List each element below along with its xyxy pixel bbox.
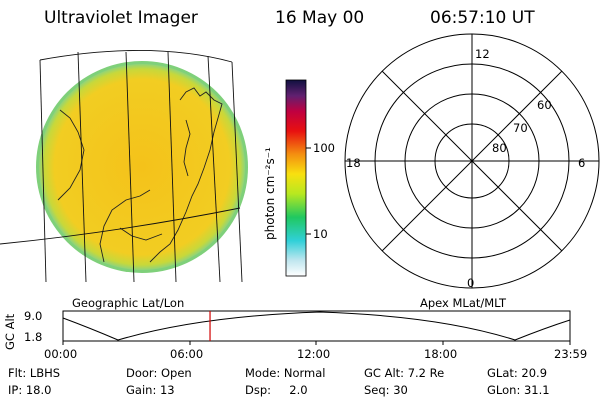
- date-label: 16 May 00: [275, 8, 365, 28]
- colorbar-unit-label: photon cm⁻²s⁻¹: [263, 147, 277, 240]
- x-label-0600: 06:00: [170, 347, 204, 361]
- lat-label-70: 70: [513, 121, 528, 135]
- dsp-info: Dsp: 2.0: [245, 383, 308, 397]
- door-info: Door: Open: [126, 366, 192, 380]
- lat-label-80: 80: [492, 141, 507, 155]
- polar-diagonal-2: [381, 70, 563, 252]
- filter-info: Flt: LBHS: [8, 366, 61, 380]
- timeline-frame: [62, 310, 571, 342]
- geo-grid: [0, 50, 243, 283]
- polar-plot: [344, 33, 600, 289]
- colorbar-label-10: 10: [313, 227, 328, 241]
- mode-info: Mode: Normal: [245, 366, 326, 380]
- glon-info: GLon: 31.1: [487, 383, 550, 397]
- mlt-label-18: 18: [346, 156, 361, 170]
- gc-alt-axis-title: GC Alt: [3, 313, 17, 350]
- uv-image-panel: [0, 50, 248, 283]
- altitude-curve: [62, 311, 571, 341]
- mlt-label-0: 0: [467, 276, 475, 290]
- glat-info: GLat: 20.9: [487, 366, 548, 380]
- colorbar-label-100: 100: [313, 141, 335, 155]
- x-label-2359: 23:59: [554, 347, 588, 361]
- gc-alt-info: GC Alt: 7.2 Re: [364, 366, 445, 380]
- colorbar-gradient: [285, 79, 307, 277]
- x-label-0000: 00:00: [44, 347, 78, 361]
- earth-disk: [39, 64, 245, 270]
- mlt-label-12: 12: [475, 47, 490, 61]
- x-label-1200: 12:00: [297, 347, 331, 361]
- ip-info: IP: 18.0: [8, 383, 52, 397]
- y-label-low: 1.8: [24, 330, 43, 344]
- altitude-timeline: [62, 310, 571, 345]
- y-label-high: 9.0: [24, 309, 43, 323]
- x-label-1800: 18:00: [424, 347, 458, 361]
- colorbar: [285, 79, 311, 277]
- coastline-overlay: [57, 87, 223, 263]
- geographic-caption: Geographic Lat/Lon: [72, 296, 185, 310]
- mlt-label-6: 6: [578, 156, 586, 170]
- instrument-title: Ultraviolet Imager: [44, 8, 198, 28]
- time-label: 06:57:10 UT: [430, 8, 535, 28]
- lat-label-60: 60: [537, 98, 552, 112]
- gain-info: Gain: 13: [126, 383, 175, 397]
- apex-caption: Apex MLat/MLT: [420, 296, 507, 310]
- seq-info: Seq: 30: [364, 383, 408, 397]
